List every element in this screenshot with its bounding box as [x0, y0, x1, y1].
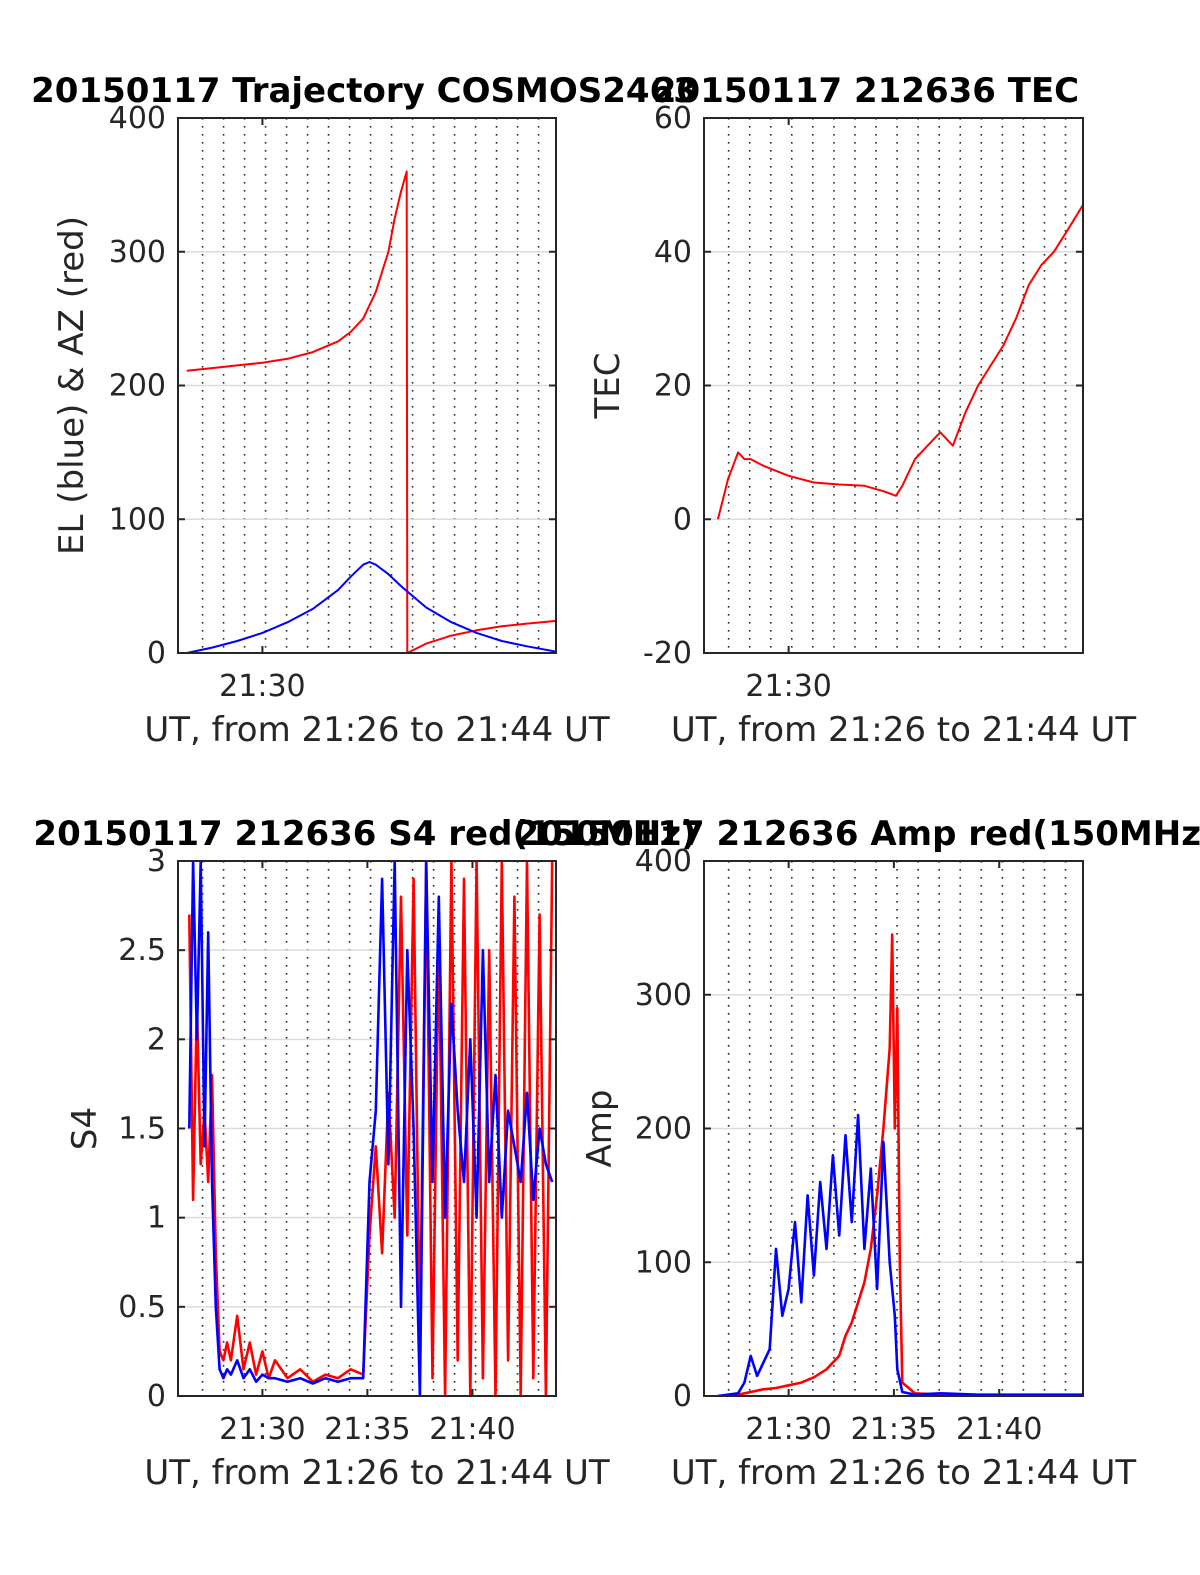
major-grid — [178, 117, 556, 654]
major-grid — [704, 117, 1083, 654]
subplot-3: 0 0.5 1 1.5 2 2.5 3 21:30 21:35 21:40 UT, from 21:… — [33, 814, 696, 1493]
minor-grid — [201, 118, 540, 653]
x-tick-label: 21:40 — [956, 1412, 1042, 1447]
y-tick-label: 0 — [673, 502, 692, 537]
y-tick-label: 300 — [635, 978, 692, 1013]
series-group — [186, 170, 556, 653]
y-axis-label: Amp — [580, 1090, 620, 1168]
y-tick-label: 40 — [654, 235, 692, 270]
series-group — [717, 933, 1083, 1396]
chart-title: 20150117 Trajectory COSMOS2463 — [31, 71, 697, 111]
y-tick-label: 0.5 — [118, 1290, 166, 1325]
chart-title: 20150117 212636 S4 red(150MHz) — [33, 814, 696, 854]
y-tick-label: 1 — [147, 1201, 166, 1236]
y-axis-label: S4 — [65, 1107, 105, 1150]
y-tick-label: 300 — [109, 235, 166, 270]
y-tick-label: 100 — [109, 502, 166, 537]
subplot-2: -20 0 20 40 60 21:30 UT, from 21:26 to 21:44 U… — [588, 71, 1136, 750]
x-tick-label: 21:40 — [429, 1412, 515, 1447]
x-axis-label: UT, from 21:26 to 21:44 UT — [671, 710, 1137, 750]
y-tick-label: 1.5 — [118, 1112, 166, 1147]
x-tick-label: 21:35 — [324, 1412, 410, 1447]
series-line-red — [188, 861, 554, 1396]
subplot-4: 0 100 200 300 400 21:30 21:35 21:40 UT, from 21:… — [515, 814, 1200, 1493]
y-tick-label: 0 — [673, 1379, 692, 1414]
x-tick-label: 21:30 — [219, 669, 305, 704]
y-axis-label: TEC — [588, 353, 628, 420]
x-tick-label: 21:30 — [745, 669, 831, 704]
y-tick-label: 200 — [109, 369, 166, 404]
y-tick-label: 200 — [635, 1112, 692, 1147]
y-tick-label: 60 — [654, 101, 692, 136]
series-line-red — [716, 204, 1083, 520]
series-group — [188, 861, 554, 1396]
y-tick-label: 2.5 — [118, 933, 166, 968]
y-tick-label: -20 — [643, 636, 692, 671]
minor-grid — [727, 118, 1067, 653]
series-group — [716, 204, 1083, 520]
y-tick-label: 100 — [635, 1245, 692, 1280]
series-line-red — [717, 933, 1083, 1396]
x-tick-label: 21:30 — [219, 1412, 305, 1447]
series-line-blue — [717, 1113, 1083, 1396]
y-axis-label: EL (blue) & AZ (red) — [52, 216, 92, 555]
y-tick-label: 0 — [147, 636, 166, 671]
y-tick-label: 2 — [147, 1022, 166, 1057]
y-tick-label: 3 — [147, 844, 166, 879]
series-line-blue — [186, 561, 556, 653]
x-axis-label: UT, from 21:26 to 21:44 UT — [671, 1453, 1137, 1493]
x-tick-label: 21:30 — [745, 1412, 831, 1447]
y-tick-label: 20 — [654, 369, 692, 404]
y-tick-label: 0 — [147, 1379, 166, 1414]
series-line-red — [186, 170, 556, 653]
chart-title: 20150117 212636 Amp red(150MHz) — [515, 814, 1200, 854]
x-axis-label: UT, from 21:26 to 21:44 UT — [144, 710, 610, 750]
series-line-blue — [188, 861, 554, 1396]
y-tick-label: 400 — [635, 844, 692, 879]
chart-title: 20150117 212636 TEC — [653, 71, 1079, 111]
x-tick-label: 21:35 — [851, 1412, 937, 1447]
minor-grid — [727, 861, 1067, 1396]
x-axis-label: UT, from 21:26 to 21:44 UT — [144, 1453, 610, 1493]
y-tick-label: 400 — [109, 101, 166, 136]
